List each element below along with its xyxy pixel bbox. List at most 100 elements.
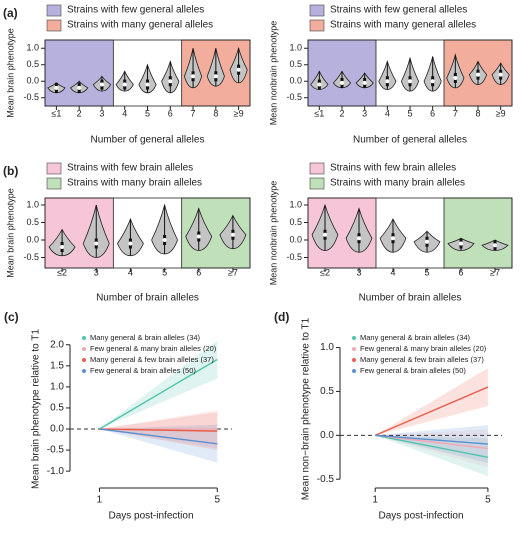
legend-label: Many general & brain alleles (34) bbox=[90, 333, 201, 342]
y-tick-label: -0.5 bbox=[23, 252, 39, 262]
legend-swatch bbox=[46, 177, 62, 190]
series-line bbox=[374, 386, 489, 436]
y-tick-label: 2.0 bbox=[50, 339, 64, 350]
y-tick-label: 1.0 bbox=[289, 43, 302, 53]
legend-box bbox=[308, 177, 512, 190]
y-tick-label: -0.5 bbox=[23, 92, 39, 102]
y-tick-label: 1.0 bbox=[26, 43, 39, 53]
x-tick-label: 8 bbox=[475, 108, 480, 118]
legend-swatch bbox=[309, 177, 325, 190]
y-axis-title: Mean brain phenotype relative to T1 bbox=[31, 329, 42, 489]
y-tick-label: 0.5 bbox=[26, 59, 39, 69]
series-line bbox=[375, 434, 488, 445]
panel-label: (b) bbox=[3, 164, 18, 178]
y-tick-label: 0.5 bbox=[50, 403, 64, 414]
x-tick-label: 5 bbox=[407, 108, 412, 118]
x-tick-label: 6 bbox=[430, 108, 435, 118]
x-tick-label: 6 bbox=[458, 267, 463, 277]
median bbox=[60, 245, 65, 249]
spread bbox=[99, 340, 218, 430]
y-tick-label: 1.0 bbox=[320, 342, 334, 353]
legend-label: Many general & few brain alleles (37) bbox=[90, 355, 214, 364]
legend-label: Strains with few general alleles bbox=[67, 5, 204, 16]
legend-swatch bbox=[309, 162, 325, 175]
x-tick-label: 5 bbox=[214, 495, 220, 506]
median bbox=[430, 79, 435, 84]
median bbox=[213, 74, 218, 79]
series-line bbox=[99, 428, 218, 445]
legend-label: Strains with many brain alleles bbox=[330, 178, 465, 189]
y-tick-label: 1.0 bbox=[289, 199, 302, 209]
median bbox=[230, 232, 235, 237]
y-tick-label: 0.5 bbox=[26, 217, 39, 227]
median bbox=[77, 85, 82, 90]
x-axis-title: Number of brain alleles bbox=[359, 293, 462, 304]
x-tick-label: 4 bbox=[385, 108, 390, 118]
panel-label: (a) bbox=[3, 6, 18, 20]
legend-label: Few general & many brain alleles (20) bbox=[360, 344, 487, 353]
median bbox=[128, 241, 133, 246]
x-tick-label: 4 bbox=[128, 267, 133, 277]
x-tick-label: 3 bbox=[94, 267, 99, 277]
legend-swatch bbox=[46, 4, 62, 17]
x-tick-label: ≤2 bbox=[320, 267, 330, 277]
median bbox=[236, 67, 241, 72]
x-tick-label: 2 bbox=[77, 108, 82, 118]
y-axis-title: Mean brain phenotype bbox=[5, 188, 15, 278]
x-tick-label: ≥9 bbox=[496, 108, 506, 118]
median bbox=[99, 82, 104, 87]
plot-frame bbox=[44, 197, 251, 269]
median bbox=[498, 72, 503, 77]
plot-frame bbox=[307, 197, 513, 269]
x-tick-label: 4 bbox=[390, 267, 395, 277]
median bbox=[362, 80, 367, 85]
legend-box bbox=[45, 4, 250, 17]
y-tick-label: -0.5 bbox=[286, 252, 302, 262]
legend-label: Strains with few brain alleles bbox=[330, 163, 456, 174]
y-axis-title: Mean nonbrain phenotype bbox=[268, 21, 278, 126]
median bbox=[317, 82, 322, 87]
x-tick-label: ≤2 bbox=[57, 267, 67, 277]
median bbox=[168, 79, 173, 84]
y-tick-label: 1.5 bbox=[50, 360, 64, 371]
legend-label: Few general & brain alleles (50) bbox=[90, 366, 196, 375]
median bbox=[162, 238, 167, 242]
median bbox=[357, 236, 361, 241]
x-tick-label: 8 bbox=[213, 108, 218, 118]
x-tick-label: 3 bbox=[356, 267, 361, 277]
y-tick-label: -0.5 bbox=[47, 445, 65, 456]
x-tick-label: 6 bbox=[196, 267, 201, 277]
series-line bbox=[99, 428, 218, 432]
legend-marker bbox=[352, 369, 356, 373]
x-axis-title: Number of general alleles bbox=[91, 135, 205, 146]
y-tick-label: 0.5 bbox=[320, 386, 334, 397]
x-tick-label: 7 bbox=[191, 108, 196, 118]
x-axis-title: Number of brain alleles bbox=[96, 293, 199, 304]
x-tick-label: ≥7 bbox=[490, 267, 500, 277]
x-tick-label: 1 bbox=[97, 495, 103, 506]
legend-marker bbox=[352, 336, 356, 340]
panel-label: (c) bbox=[4, 310, 19, 324]
y-tick-label: -1.0 bbox=[47, 466, 65, 477]
median bbox=[408, 79, 412, 84]
legend-box bbox=[308, 162, 512, 175]
x-axis-title: Days post-infection bbox=[378, 511, 463, 522]
x-tick-label: 6 bbox=[168, 108, 173, 118]
x-tick-label: 3 bbox=[362, 108, 367, 118]
x-tick-label: 1 bbox=[372, 495, 378, 506]
y-tick-label: 1.0 bbox=[26, 199, 39, 209]
x-axis-title: Days post-infection bbox=[108, 511, 193, 522]
x-axis-title: Number of general alleles bbox=[353, 135, 467, 146]
median bbox=[459, 241, 463, 246]
y-tick-label: 0.0 bbox=[289, 234, 302, 244]
median bbox=[145, 82, 150, 87]
median bbox=[385, 79, 390, 84]
series-line bbox=[375, 434, 489, 458]
x-tick-label: ≥7 bbox=[228, 267, 238, 277]
legend-box bbox=[308, 19, 512, 32]
panel-label: (d) bbox=[274, 310, 289, 324]
legend-label: Few general & many brain alleles (20) bbox=[90, 344, 217, 353]
x-tick-label: 5 bbox=[485, 495, 491, 506]
legend-box bbox=[45, 177, 250, 190]
median bbox=[453, 75, 458, 80]
